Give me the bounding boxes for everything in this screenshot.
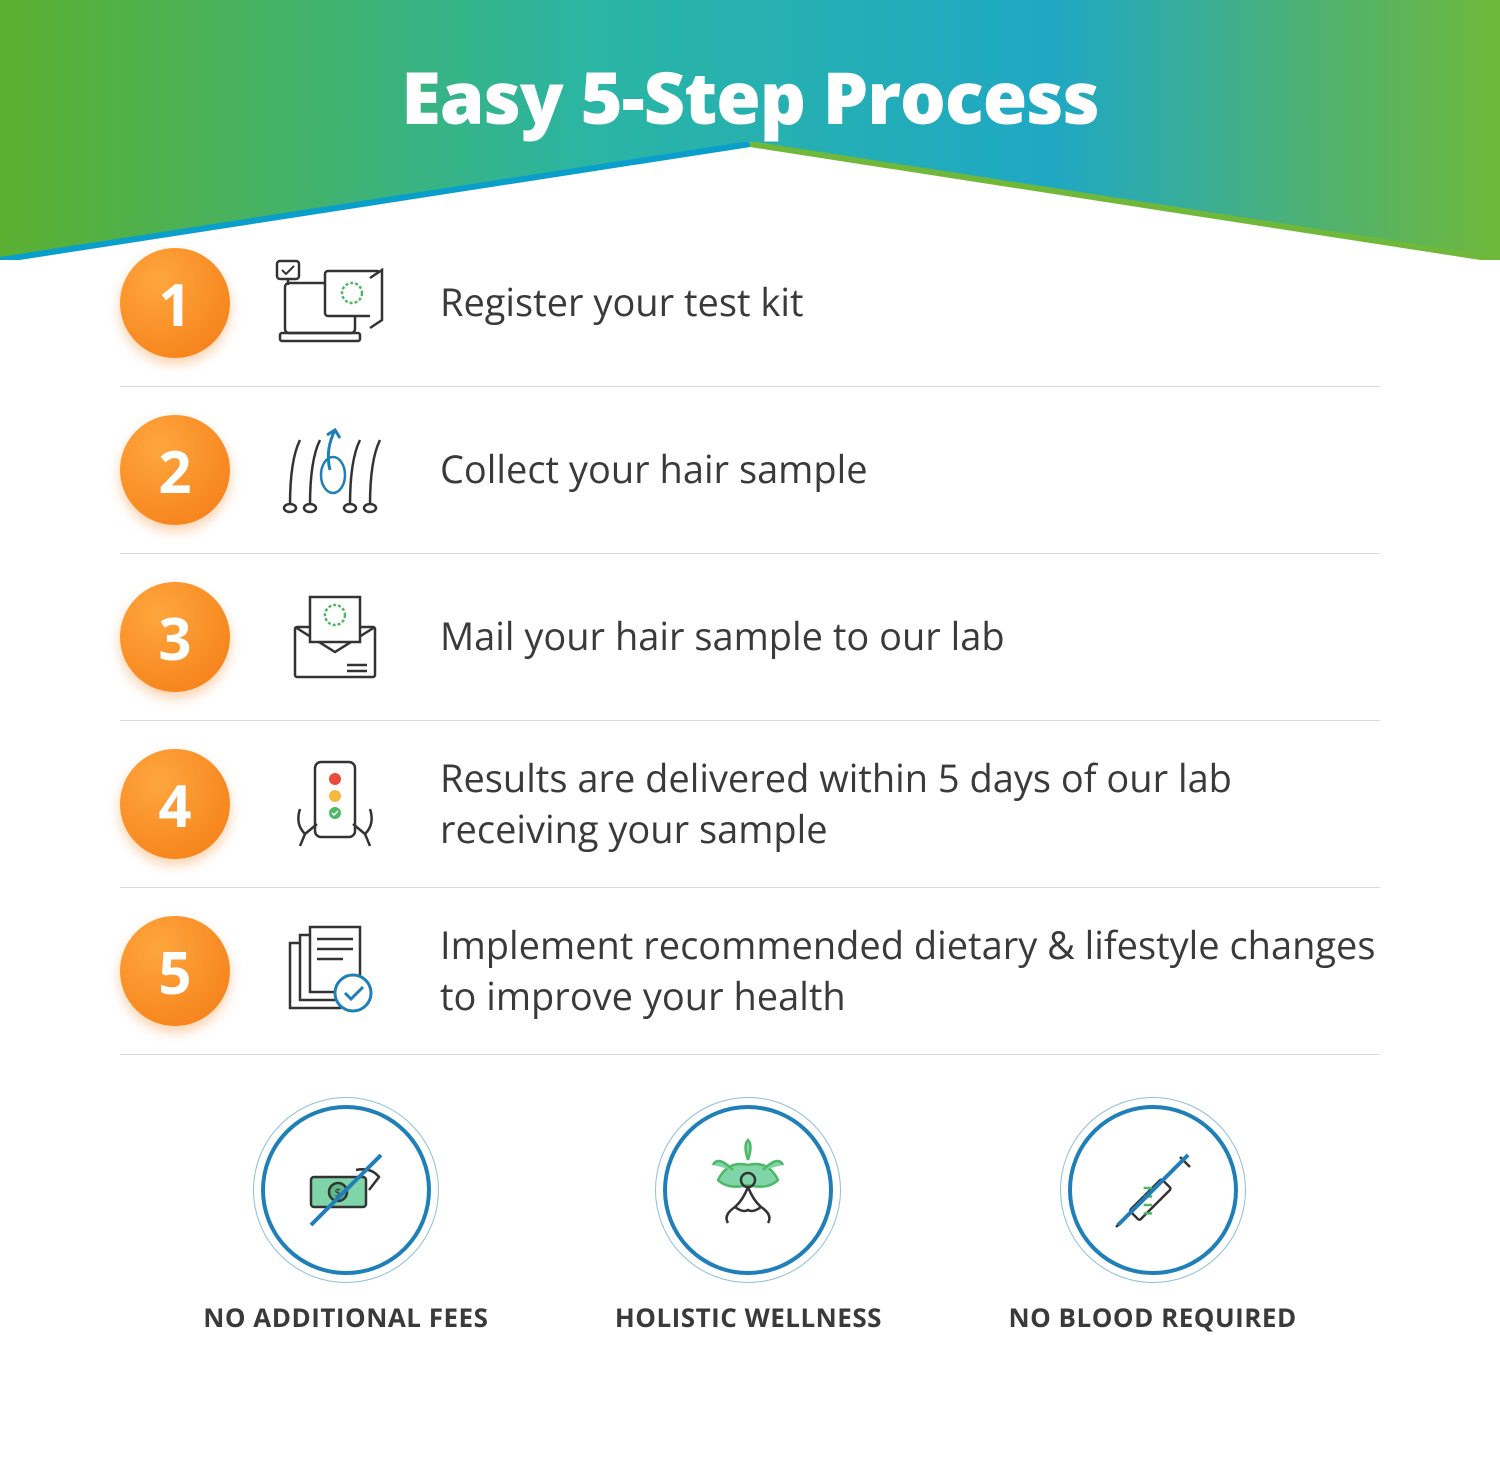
steps-list: 1 Register your test kit 2 — [0, 220, 1500, 1055]
step-row-2: 2 Collect your hair sample — [120, 387, 1380, 554]
step-row-5: 5 Implement recommended dietary & lifest… — [120, 888, 1380, 1055]
no-money-icon: $ — [261, 1105, 431, 1275]
hair-sample-icon — [270, 415, 400, 525]
step-text: Results are delivered within 5 days of o… — [440, 753, 1380, 856]
step-text: Register your test kit — [440, 277, 804, 328]
badge-label: NO ADDITIONAL FEES — [203, 1299, 488, 1335]
step-number-badge: 1 — [120, 248, 230, 358]
step-text: Collect your hair sample — [440, 444, 868, 495]
mail-envelope-icon — [270, 582, 400, 692]
step-row-3: 3 Mail your hair sample to our lab — [120, 554, 1380, 721]
step-number-badge: 3 — [120, 582, 230, 692]
no-syringe-icon — [1068, 1105, 1238, 1275]
bottom-badges-row: $ NO ADDITIONAL FEES HOLISTIC WELLNESS — [0, 1055, 1500, 1355]
register-kit-icon — [270, 248, 400, 358]
documents-check-icon — [270, 916, 400, 1026]
step-text: Mail your hair sample to our lab — [440, 611, 1005, 662]
badge-label: NO BLOOD REQUIRED — [1008, 1299, 1296, 1335]
badge-no-fees: $ NO ADDITIONAL FEES — [203, 1105, 488, 1335]
step-row-1: 1 Register your test kit — [120, 220, 1380, 387]
phone-results-icon — [270, 749, 400, 859]
badge-label: HOLISTIC WELLNESS — [615, 1299, 882, 1335]
badge-holistic: HOLISTIC WELLNESS — [615, 1105, 882, 1335]
step-number-badge: 5 — [120, 916, 230, 1026]
step-text: Implement recommended dietary & lifestyl… — [440, 920, 1380, 1023]
svg-text:$: $ — [334, 1184, 341, 1201]
step-number-badge: 4 — [120, 749, 230, 859]
step-row-4: 4 Results are delivered within 5 days of… — [120, 721, 1380, 888]
meditation-icon — [663, 1105, 833, 1275]
badge-no-blood: NO BLOOD REQUIRED — [1008, 1105, 1296, 1335]
step-number-badge: 2 — [120, 415, 230, 525]
page-title: Easy 5-Step Process — [0, 0, 1500, 146]
